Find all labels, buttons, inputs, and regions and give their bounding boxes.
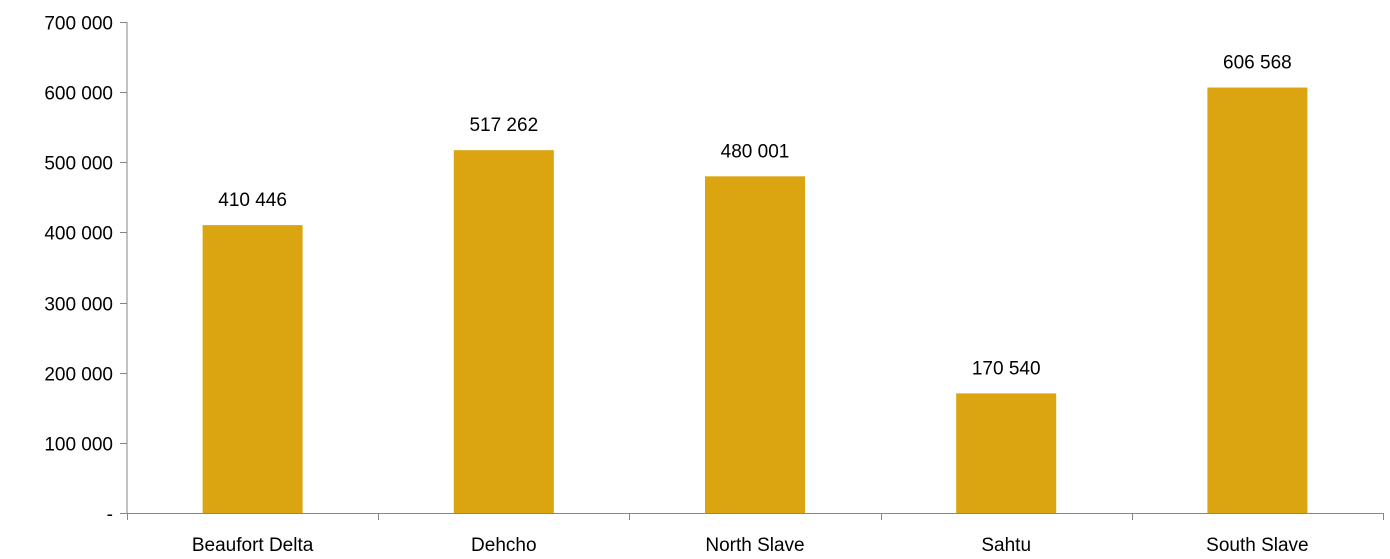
bar — [1207, 87, 1308, 513]
bar — [705, 176, 805, 513]
y-tick-label: 100 000 — [44, 435, 113, 456]
y-tick-label: 600 000 — [44, 84, 113, 105]
x-category-label: South Slave — [1206, 535, 1308, 556]
data-labels: 410 446 517 262 480 001 170 540 606 568 — [218, 53, 1291, 380]
bar-value-label: 410 446 — [218, 190, 287, 211]
bar — [453, 150, 554, 513]
x-category-label: Sahtu — [981, 535, 1031, 556]
y-tick-label: 300 000 — [44, 295, 113, 316]
bar — [956, 393, 1057, 513]
x-category-label: Dehcho — [471, 535, 537, 556]
y-tick-label: 400 000 — [44, 224, 113, 245]
x-axis: Beaufort Delta Dehcho North Slave Sahtu Sout… — [127, 513, 1384, 556]
bar — [202, 225, 303, 514]
bar-value-label: 480 001 — [721, 141, 790, 162]
x-category-label: North Slave — [705, 535, 804, 556]
bar-value-label: 517 262 — [469, 115, 538, 136]
y-axis: - 100 000 200 000 300 000 400 000 500 000 600 … — [44, 14, 128, 526]
y-tick-label: - — [107, 505, 113, 526]
y-tick-label: 200 000 — [44, 365, 113, 386]
y-tick-label: 700 000 — [44, 14, 113, 35]
y-tick-label: 500 000 — [44, 154, 113, 175]
bars — [202, 87, 1308, 514]
x-category-label: Beaufort Delta — [192, 535, 314, 556]
bar-value-label: 170 540 — [972, 358, 1041, 379]
bar-value-label: 606 568 — [1223, 53, 1292, 74]
